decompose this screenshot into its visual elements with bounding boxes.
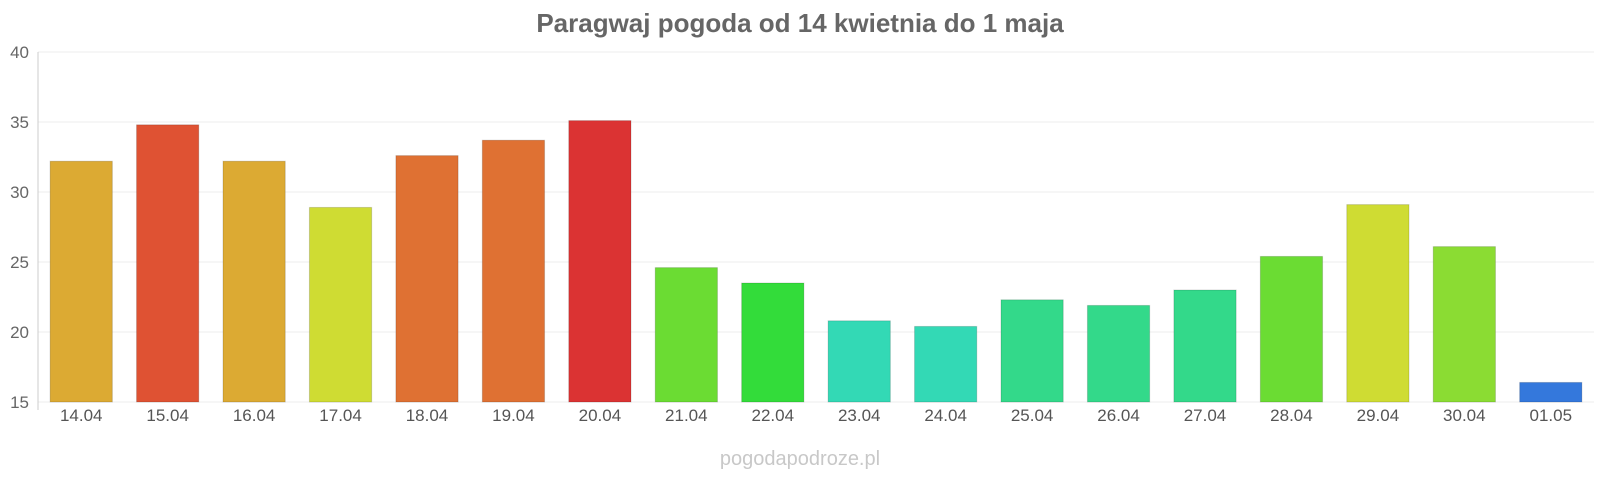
x-tick-label: 23.04 — [838, 406, 881, 425]
x-tick-label: 15.04 — [146, 406, 189, 425]
x-tick-label: 30.04 — [1443, 406, 1486, 425]
chart-title: Paragwaj pogoda od 14 kwietnia do 1 maja — [536, 8, 1064, 38]
bar — [568, 120, 632, 403]
bar — [1086, 304, 1151, 403]
x-axis-ticks: 14.04 15.04 16.04 17.04 18.04 19.04 20.04 21.04… — [60, 406, 1572, 425]
x-tick-label: 21.04 — [665, 406, 708, 425]
y-tick-label: 20 — [10, 323, 29, 342]
y-tick-label: 35 — [10, 113, 29, 132]
bar — [1519, 381, 1583, 403]
bar — [136, 124, 200, 403]
bar — [481, 139, 546, 403]
bar — [741, 282, 805, 403]
x-tick-label: 24.04 — [924, 406, 967, 425]
bar — [1173, 289, 1237, 403]
x-tick-label: 16.04 — [233, 406, 276, 425]
bar — [914, 325, 978, 403]
bar — [827, 320, 891, 403]
x-tick-label: 28.04 — [1270, 406, 1313, 425]
x-tick-label: 14.04 — [60, 406, 103, 425]
x-tick-label: 22.04 — [752, 406, 795, 425]
y-tick-label: 40 — [10, 43, 29, 62]
bar — [1259, 255, 1324, 403]
bars — [49, 120, 1583, 403]
bar — [1346, 204, 1410, 403]
y-tick-label: 15 — [10, 393, 29, 412]
x-tick-label: 27.04 — [1184, 406, 1227, 425]
bar — [308, 206, 373, 403]
y-tick-label: 25 — [10, 253, 29, 272]
x-tick-label: 17.04 — [319, 406, 362, 425]
x-tick-label: 01.05 — [1530, 406, 1573, 425]
bar — [49, 160, 113, 403]
x-tick-label: 26.04 — [1097, 406, 1140, 425]
x-tick-label: 20.04 — [579, 406, 622, 425]
x-tick-label: 25.04 — [1011, 406, 1054, 425]
bar — [1432, 246, 1496, 403]
x-tick-label: 19.04 — [492, 406, 535, 425]
watermark-text: pogodapodroze.pl — [720, 448, 880, 470]
bar — [654, 267, 718, 403]
bar — [222, 160, 286, 403]
x-tick-label: 29.04 — [1357, 406, 1400, 425]
grid-lines — [38, 51, 1594, 403]
x-tick-label: 18.04 — [406, 406, 449, 425]
y-axis-ticks: 15 20 25 30 35 40 — [10, 43, 29, 412]
y-tick-label: 30 — [10, 183, 29, 202]
bar — [395, 155, 459, 403]
bar — [1000, 299, 1064, 403]
